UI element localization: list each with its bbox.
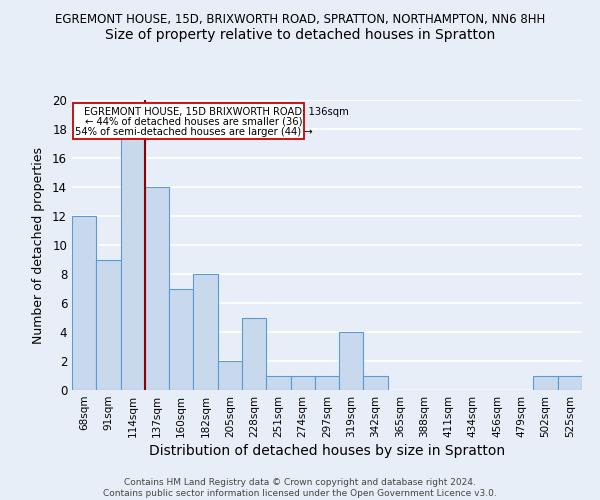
- Bar: [266, 376, 290, 390]
- Bar: [218, 361, 242, 390]
- FancyBboxPatch shape: [73, 103, 304, 139]
- Bar: [533, 376, 558, 390]
- Bar: [558, 376, 582, 390]
- Text: EGREMONT HOUSE, 15D, BRIXWORTH ROAD, SPRATTON, NORTHAMPTON, NN6 8HH: EGREMONT HOUSE, 15D, BRIXWORTH ROAD, SPR…: [55, 12, 545, 26]
- Bar: [242, 318, 266, 390]
- Bar: [339, 332, 364, 390]
- Y-axis label: Number of detached properties: Number of detached properties: [32, 146, 45, 344]
- Bar: [315, 376, 339, 390]
- X-axis label: Distribution of detached houses by size in Spratton: Distribution of detached houses by size …: [149, 444, 505, 458]
- Text: EGREMONT HOUSE, 15D BRIXWORTH ROAD: 136sqm: EGREMONT HOUSE, 15D BRIXWORTH ROAD: 136s…: [84, 106, 349, 117]
- Bar: [96, 260, 121, 390]
- Text: ← 44% of detached houses are smaller (36): ← 44% of detached houses are smaller (36…: [85, 116, 302, 126]
- Bar: [169, 288, 193, 390]
- Bar: [290, 376, 315, 390]
- Bar: [72, 216, 96, 390]
- Bar: [193, 274, 218, 390]
- Bar: [121, 114, 145, 390]
- Text: Contains HM Land Registry data © Crown copyright and database right 2024.
Contai: Contains HM Land Registry data © Crown c…: [103, 478, 497, 498]
- Bar: [364, 376, 388, 390]
- Text: Size of property relative to detached houses in Spratton: Size of property relative to detached ho…: [105, 28, 495, 42]
- Bar: [145, 187, 169, 390]
- Text: 54% of semi-detached houses are larger (44) →: 54% of semi-detached houses are larger (…: [74, 127, 312, 137]
